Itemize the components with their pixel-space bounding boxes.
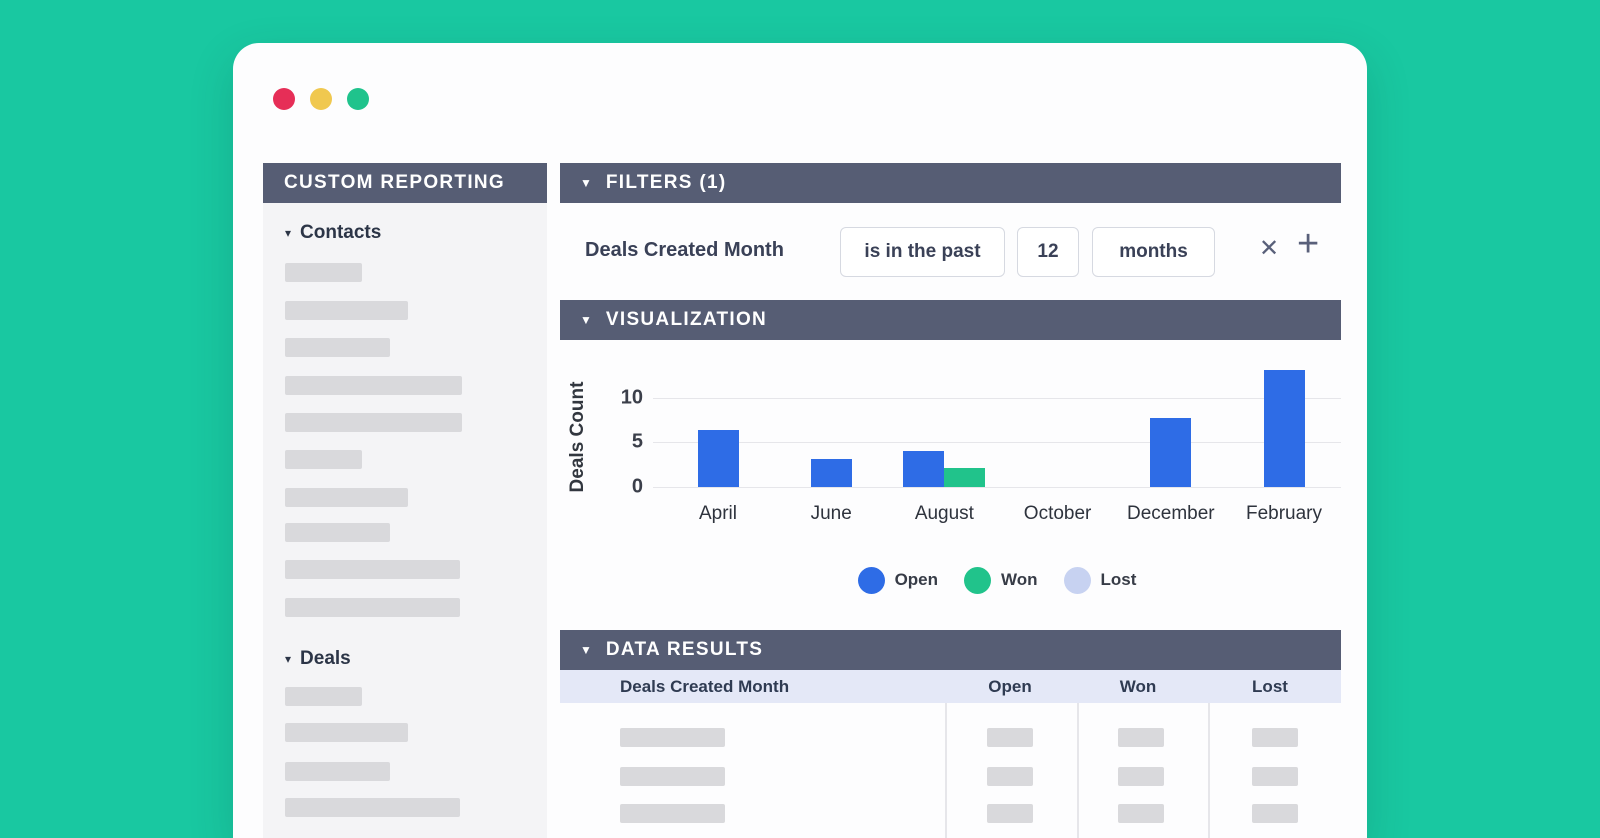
sidebar-item-placeholder xyxy=(285,687,362,706)
filters-title: FILTERS (1) xyxy=(605,172,727,193)
y-axis-tick: 0 xyxy=(631,475,643,498)
add-filter-icon[interactable]: + xyxy=(1297,223,1320,265)
table-cell-placeholder xyxy=(1252,728,1298,747)
column-header: Won xyxy=(1119,677,1157,696)
filter-value-input[interactable]: 12 xyxy=(1017,227,1079,277)
sidebar-panel: ▾ Contacts ▾ Deals xyxy=(263,203,547,838)
sidebar-section-deals[interactable]: ▾ Deals xyxy=(285,648,351,670)
chart-bar-open-june xyxy=(810,459,852,487)
sidebar-item-placeholder xyxy=(285,301,408,320)
data-results-title: DATA RESULTS xyxy=(605,639,764,660)
caret-down-icon: ▼ xyxy=(580,176,592,190)
legend-label: Lost xyxy=(1100,570,1137,589)
y-axis-tick: 5 xyxy=(631,430,643,453)
window-dot-close[interactable] xyxy=(273,88,295,110)
filter-field-label: Deals Created Month xyxy=(585,239,784,261)
column-header: Open xyxy=(988,677,1032,696)
sidebar-item-placeholder xyxy=(285,338,390,357)
visualization-header[interactable]: ▼ VISUALIZATION xyxy=(560,300,1341,340)
sidebar-title: CUSTOM REPORTING xyxy=(284,172,506,193)
chart-legend: Open Won Lost xyxy=(653,565,1341,595)
sidebar-item-placeholder xyxy=(285,560,460,579)
table-cell-placeholder xyxy=(1252,767,1298,786)
table-header-row: Deals Created Month Open Won Lost xyxy=(560,670,1341,703)
x-axis-label: August xyxy=(914,503,974,524)
legend-label: Open xyxy=(894,570,939,589)
table-cell-placeholder xyxy=(1118,728,1164,747)
x-axis-label: April xyxy=(698,503,737,524)
table-cell-placeholder xyxy=(620,804,725,823)
window-dot-zoom[interactable] xyxy=(347,88,369,110)
x-axis-label: December xyxy=(1126,503,1215,524)
x-axis-label: October xyxy=(1023,503,1092,524)
chart-bar-open-december xyxy=(1150,417,1192,487)
caret-down-icon: ▾ xyxy=(285,226,292,240)
table-cell-placeholder xyxy=(987,728,1033,747)
gridline xyxy=(653,442,1341,443)
sidebar-item-placeholder xyxy=(285,798,460,817)
sidebar-item-placeholder xyxy=(285,598,460,617)
column-divider xyxy=(945,703,947,838)
sidebar-item-placeholder xyxy=(285,723,408,742)
chart-bar-open-february xyxy=(1263,369,1305,487)
legend-item-open: Open xyxy=(857,566,939,594)
column-header: Lost xyxy=(1252,677,1288,696)
caret-down-icon: ▼ xyxy=(580,313,592,327)
window-dot-minimize[interactable] xyxy=(310,88,332,110)
legend-swatch-icon xyxy=(857,566,885,594)
filters-header[interactable]: ▼ FILTERS (1) xyxy=(560,163,1341,203)
gridline xyxy=(653,398,1341,399)
sidebar-item-placeholder xyxy=(285,762,390,781)
chart-bar-won-august xyxy=(944,468,986,487)
chart-bar-open-april xyxy=(697,430,739,487)
table-cell-placeholder xyxy=(1252,804,1298,823)
table-cell-placeholder xyxy=(987,804,1033,823)
caret-down-icon: ▾ xyxy=(285,652,292,666)
sidebar-item-placeholder xyxy=(285,413,462,432)
sidebar-item-placeholder xyxy=(285,263,362,282)
sidebar-section-label: Deals xyxy=(300,648,351,669)
table-cell-placeholder xyxy=(1118,767,1164,786)
legend-swatch-icon xyxy=(1063,566,1091,594)
sidebar-item-placeholder xyxy=(285,376,462,395)
filter-operator-select[interactable]: is in the past xyxy=(840,227,1005,277)
table-cell-placeholder xyxy=(620,728,725,747)
chart-bar-open-august xyxy=(903,450,945,487)
sidebar-item-placeholder xyxy=(285,523,390,542)
caret-down-icon: ▼ xyxy=(580,643,592,657)
table-cell-placeholder xyxy=(987,767,1033,786)
column-header: Deals Created Month xyxy=(620,677,790,696)
sidebar-section-contacts[interactable]: ▾ Contacts xyxy=(285,222,381,244)
legend-item-lost: Lost xyxy=(1063,566,1137,594)
y-axis-tick: 10 xyxy=(620,386,643,409)
column-divider xyxy=(1208,703,1210,838)
table-cell-placeholder xyxy=(1118,804,1164,823)
table-cell-placeholder xyxy=(620,767,725,786)
sidebar-title-bar: CUSTOM REPORTING xyxy=(263,163,547,203)
legend-swatch-icon xyxy=(964,566,992,594)
sidebar-item-placeholder xyxy=(285,488,408,507)
sidebar-section-label: Contacts xyxy=(300,222,382,243)
x-axis-label: February xyxy=(1245,503,1323,524)
column-divider xyxy=(1077,703,1079,838)
x-axis-label: June xyxy=(810,503,852,524)
legend-item-won: Won xyxy=(964,566,1038,594)
remove-filter-icon[interactable]: ✕ xyxy=(1259,235,1280,262)
filter-unit-select[interactable]: months xyxy=(1092,227,1215,277)
data-results-header[interactable]: ▼ DATA RESULTS xyxy=(560,630,1341,670)
visualization-title: VISUALIZATION xyxy=(605,309,768,330)
sidebar-item-placeholder xyxy=(285,450,362,469)
legend-label: Won xyxy=(1001,570,1038,589)
gridline xyxy=(653,487,1341,488)
